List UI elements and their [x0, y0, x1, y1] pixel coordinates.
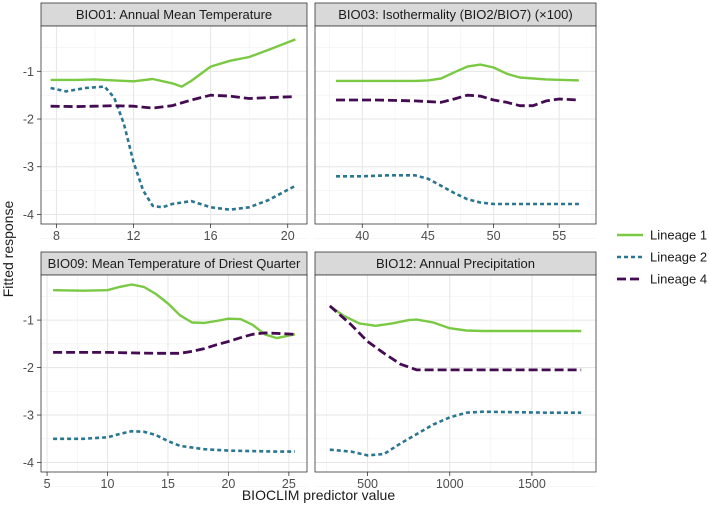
x-tick-label: 20	[221, 477, 235, 491]
y-axis-title: Fitted response	[0, 201, 16, 298]
x-tick-label: 20	[281, 229, 295, 243]
x-tick-label: 8	[53, 229, 60, 243]
x-tick-label: 40	[355, 229, 369, 243]
y-tick-label: -2	[23, 361, 34, 375]
panel-title: BIO12: Annual Precipitation	[376, 256, 535, 271]
y-tick-label: -3	[23, 409, 34, 423]
panel-background	[41, 275, 307, 472]
series-line-lineage-1	[50, 38, 296, 88]
panel-background	[315, 275, 596, 472]
y-tick-label: -4	[23, 208, 34, 222]
series-line-lineage-2	[50, 85, 297, 211]
panel-background	[315, 26, 596, 224]
x-tick-label: 1000	[436, 477, 464, 491]
panel-title: BIO01: Annual Mean Temperature	[76, 7, 272, 22]
panel-border	[314, 25, 597, 225]
panel-background	[41, 26, 307, 224]
panel-border	[40, 274, 308, 473]
x-tick-label: 10	[101, 477, 115, 491]
x-tick-label: 16	[204, 229, 218, 243]
series-line-lineage-1	[336, 63, 579, 83]
series-line-lineage-4	[328, 304, 582, 372]
legend-label: Lineage 1	[650, 228, 707, 243]
x-tick-label: 55	[552, 229, 566, 243]
legend-label: Lineage 2	[650, 250, 707, 265]
y-tick-label: -1	[23, 314, 34, 328]
panel-border	[314, 274, 597, 473]
panel-title: BIO09: Mean Temperature of Driest Quarte…	[48, 256, 301, 271]
x-tick-label: 5	[44, 477, 51, 491]
x-tick-label: 15	[161, 477, 175, 491]
series-line-lineage-4	[50, 93, 296, 110]
series-line-lineage-4	[53, 331, 295, 355]
panel-border	[40, 25, 308, 225]
y-tick-label: -3	[23, 160, 34, 174]
series-line-lineage-4	[336, 93, 579, 108]
x-tick-label: 50	[487, 229, 501, 243]
panel-title: BIO03: Isothermality (BIO2/BIO7) (×100)	[338, 7, 572, 22]
x-axis-title: BIOCLIM predictor value	[242, 487, 395, 503]
x-tick-label: 45	[421, 229, 435, 243]
x-tick-label: 500	[357, 477, 378, 491]
y-tick-label: -1	[23, 65, 34, 79]
y-tick-label: -4	[23, 456, 34, 470]
series-line-lineage-2	[336, 174, 579, 206]
y-tick-label: -2	[23, 113, 34, 127]
series-line-lineage-1	[53, 283, 296, 340]
series-line-lineage-1	[329, 304, 582, 333]
series-line-lineage-2	[53, 429, 295, 453]
series-line-lineage-2	[329, 410, 582, 457]
legend-label: Lineage 4	[650, 272, 707, 287]
x-tick-label: 25	[282, 477, 296, 491]
x-tick-label: 12	[127, 229, 141, 243]
x-tick-label: 1500	[518, 477, 546, 491]
